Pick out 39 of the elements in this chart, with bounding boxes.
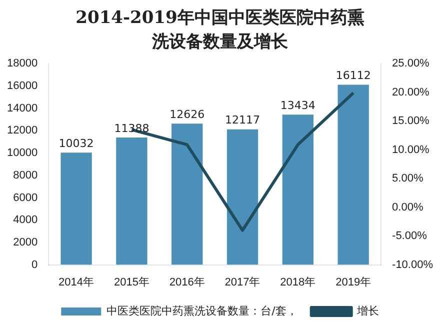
- y-tick-label: 14000: [6, 102, 38, 114]
- y-tick-label: 8000: [13, 169, 38, 182]
- x-tick-label: 2015年: [114, 276, 150, 288]
- data-label: 13434: [280, 98, 316, 112]
- y2-tick-label: 5.00%: [392, 172, 424, 185]
- y-tick-label: 2000: [13, 236, 38, 248]
- y-tick-label: 6000: [13, 192, 38, 204]
- y-tick-label: 4000: [13, 214, 38, 226]
- bar: [226, 129, 258, 265]
- x-tick-label: 2016年: [169, 276, 205, 288]
- y-tick-label: 12000: [6, 124, 38, 137]
- x-tick-label: 2018年: [280, 276, 316, 288]
- legend-label: 增长: [356, 304, 379, 318]
- y-tick-label: 0: [31, 258, 38, 271]
- bar: [172, 124, 203, 265]
- bar: [338, 84, 369, 265]
- bar: [282, 114, 314, 265]
- data-label: 16112: [336, 69, 371, 82]
- y-tick-label: 18000: [6, 58, 38, 70]
- y2-tick-label: 10.00%: [392, 144, 430, 156]
- y2-tick-label: 25.00%: [392, 58, 430, 70]
- y2-tick-label: -10.00%: [392, 258, 434, 271]
- x-tick-label: 2019年: [336, 276, 372, 288]
- bar: [60, 152, 92, 265]
- data-label: 12626: [170, 108, 205, 122]
- data-label: 10032: [58, 137, 94, 150]
- data-label: 12117: [225, 114, 260, 127]
- y-tick-label: 10000: [6, 147, 38, 160]
- chart-title: 2014-2019年中国中医类医院中药熏洗设备数量及增长: [74, 7, 366, 54]
- y-tick-label: 16000: [6, 80, 38, 92]
- y2-tick-label: -5.00%: [392, 230, 428, 242]
- x-tick-label: 2014年: [58, 276, 94, 288]
- y2-tick-label: 0.00%: [392, 201, 424, 214]
- y2-tick-label: 15.00%: [392, 115, 430, 128]
- x-tick-label: 2017年: [224, 276, 260, 288]
- y2-tick-label: 20.00%: [392, 86, 430, 98]
- legend-label: 中医类医院中药熏洗设备数量：台/套，: [106, 304, 298, 318]
- data-label: 11388: [114, 122, 150, 135]
- bar: [116, 138, 148, 265]
